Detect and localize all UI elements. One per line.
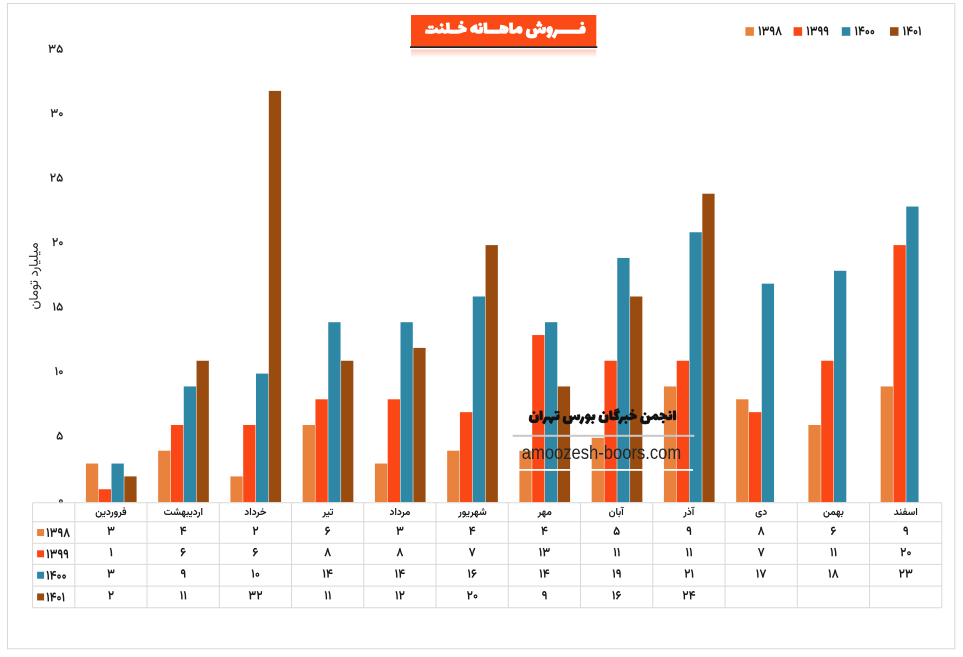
svg-text:amoozesh-boors.com: amoozesh-boors.com xyxy=(522,443,681,464)
